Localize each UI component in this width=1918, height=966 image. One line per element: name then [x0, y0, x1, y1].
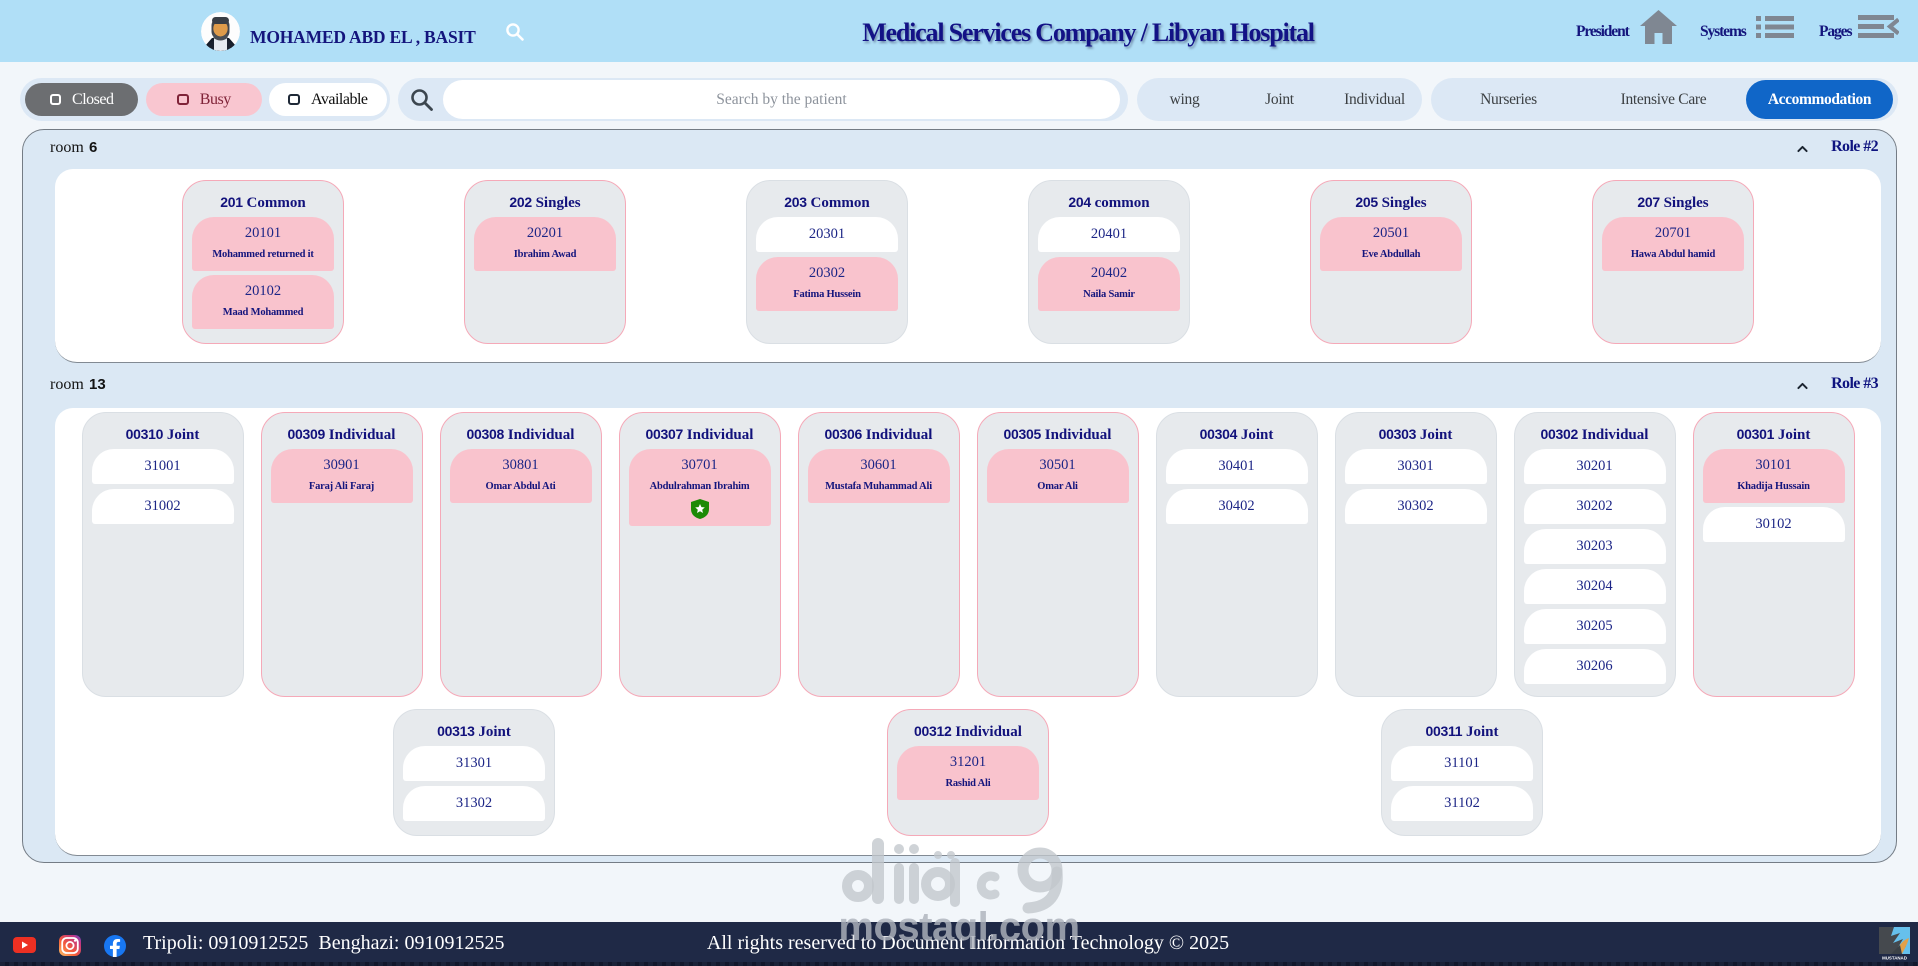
svg-text:MUSTANAD: MUSTANAD [1882, 956, 1907, 961]
